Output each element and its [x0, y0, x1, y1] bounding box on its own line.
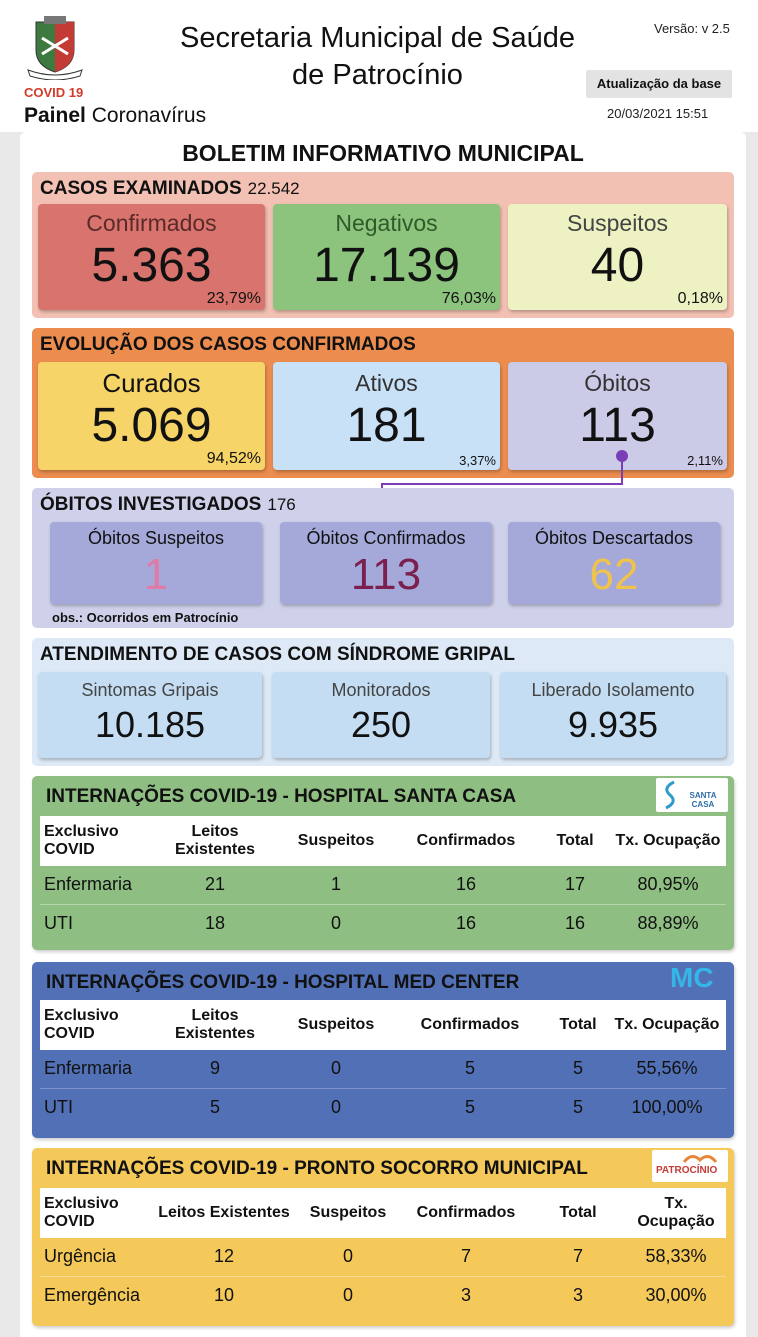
- table-row[interactable]: Emergência 10 0 3 3 30,00%: [44, 1284, 707, 1305]
- confirmados-card[interactable]: Confirmados 5.363 23,79%: [38, 204, 265, 310]
- obitos-confirmados-card[interactable]: Óbitos Confirmados 113: [280, 522, 492, 604]
- pronto-socorro-section: INTERNAÇÕES COVID-19 - PRONTO SOCORRO MU…: [32, 1148, 734, 1326]
- table-row[interactable]: Urgência 12 0 7 7 58,33%: [40, 1238, 726, 1276]
- section-title: ATENDIMENTO DE CASOS COM SÍNDROME GRIPAL: [40, 644, 516, 665]
- curados-card[interactable]: Curados 5.069 94,52%: [38, 362, 265, 470]
- obitos-investigados-section: ÓBITOS INVESTIGADOS 176 Óbitos Suspeitos …: [32, 488, 734, 628]
- section-title: CASOS EXAMINADOS 22.542: [40, 178, 300, 199]
- city-crest-logo: [27, 16, 83, 80]
- ativos-card[interactable]: Ativos 181 3,37%: [273, 362, 500, 470]
- obitos-descartados-card[interactable]: Óbitos Descartados 62: [508, 522, 720, 604]
- med-center-table: Exclusivo COVID Leitos Existentes Suspei…: [40, 1000, 726, 1126]
- med-center-section: INTERNAÇÕES COVID-19 - HOSPITAL MED CENT…: [32, 962, 734, 1138]
- santa-casa-table: Exclusivo COVID Leitos Existentes Suspei…: [40, 816, 726, 942]
- table-row[interactable]: UTI 18 0 16 16 88,89%: [44, 912, 699, 933]
- section-title: EVOLUÇÃO DOS CASOS CONFIRMADOS: [40, 334, 416, 355]
- table-header: Exclusivo COVID Leitos Existentes Suspei…: [40, 816, 726, 866]
- table-header: Exclusivo COVID Leitos Existentes Suspei…: [40, 1188, 726, 1238]
- suspeitos-card[interactable]: Suspeitos 40 0,18%: [508, 204, 727, 310]
- obitos-card[interactable]: Óbitos 113 2,11%: [508, 362, 727, 470]
- page-title: Secretaria Municipal de Saúde de Patrocí…: [180, 22, 575, 91]
- obitos-suspeitos-card[interactable]: Óbitos Suspeitos 1: [50, 522, 262, 604]
- section-title: INTERNAÇÕES COVID-19 - PRONTO SOCORRO MU…: [46, 1158, 588, 1179]
- negativos-card[interactable]: Negativos 17.139 76,03%: [273, 204, 500, 310]
- monitorados-card[interactable]: Monitorados 250: [272, 672, 490, 758]
- section-title: INTERNAÇÕES COVID-19 - HOSPITAL SANTA CA…: [46, 786, 517, 807]
- pronto-socorro-table: Exclusivo COVID Leitos Existentes Suspei…: [40, 1188, 726, 1314]
- table-row[interactable]: UTI 5 0 5 5 100,00%: [44, 1096, 703, 1117]
- sintomas-gripais-card[interactable]: Sintomas Gripais 10.185: [38, 672, 262, 758]
- section-title: ÓBITOS INVESTIGADOS 176: [40, 494, 296, 515]
- version-label: Versão: v 2.5: [654, 21, 730, 36]
- evolucao-section: EVOLUÇÃO DOS CASOS CONFIRMADOS Curados 5…: [32, 328, 734, 478]
- table-header: Exclusivo COVID Leitos Existentes Suspei…: [40, 1000, 726, 1050]
- update-date: 20/03/2021 15:51: [607, 106, 709, 121]
- obitos-note: obs.: Ocorridos em Patrocínio: [52, 610, 239, 625]
- painel-title: Painel Coronavírus: [24, 104, 207, 127]
- casos-examinados-section: CASOS EXAMINADOS 22.542 Confirmados 5.363…: [32, 172, 734, 318]
- table-row[interactable]: Enfermaria 9 0 5 5 55,56%: [40, 1050, 726, 1088]
- patrocinio-logo: PATROCÍNIO: [652, 1150, 728, 1182]
- santa-casa-section: INTERNAÇÕES COVID-19 - HOSPITAL SANTA CA…: [32, 776, 734, 950]
- table-row[interactable]: Enfermaria 21 1 16 17 80,95%: [40, 866, 726, 904]
- sindrome-gripal-section: ATENDIMENTO DE CASOS COM SÍNDROME GRIPAL…: [32, 638, 734, 766]
- liberado-isolamento-card[interactable]: Liberado Isolamento 9.935: [500, 672, 726, 758]
- dashboard-panel: BOLETIM INFORMATIVO MUNICIPAL CASOS EXAM…: [20, 132, 746, 1337]
- med-center-logo: MC: [670, 962, 714, 993]
- app-header: COVID 19 Painel Coronavírus Secretaria M…: [0, 0, 758, 132]
- update-base-button[interactable]: Atualização da base: [586, 70, 732, 98]
- covid-label: COVID 19: [24, 85, 84, 100]
- santa-casa-logo: SANTA CASA: [656, 778, 728, 812]
- section-title: INTERNAÇÕES COVID-19 - HOSPITAL MED CENT…: [46, 972, 520, 993]
- boletim-title: BOLETIM INFORMATIVO MUNICIPAL: [182, 140, 584, 166]
